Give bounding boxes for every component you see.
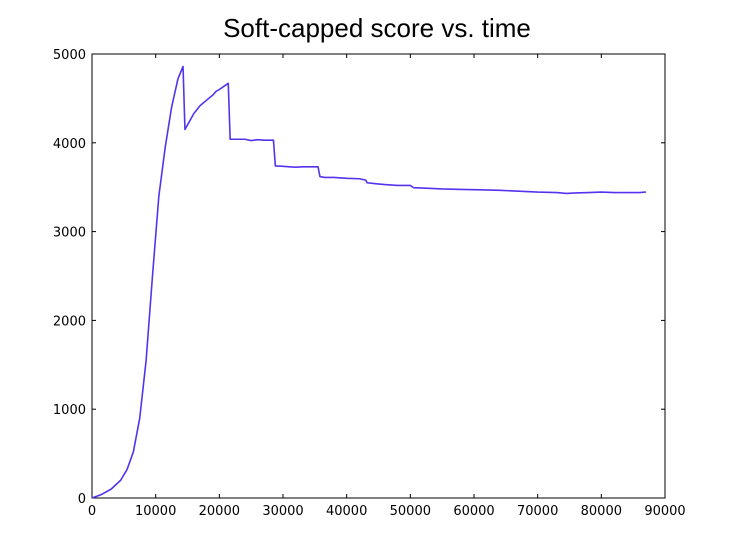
data-point [91,497,93,499]
data-point [308,166,310,168]
y-tick-label: 0 [78,492,86,507]
data-point [295,166,297,168]
x-tick-label: 60000 [453,504,494,519]
data-point [145,360,147,362]
data-point [184,129,186,131]
data-point [537,191,539,193]
data-point [613,192,615,194]
data-point [588,192,590,194]
data-point [206,99,208,101]
data-point [422,187,424,189]
x-tick-label: 20000 [199,504,240,519]
data-point [219,89,221,91]
x-tick-label: 30000 [262,504,303,519]
data-point [215,91,217,93]
x-axis-tick-labels: 0 10000 20000 30000 40000 50000 60000 70000 8000… [88,504,686,519]
y-tick-label: 4000 [53,137,86,152]
data-point [244,138,246,140]
data-point [375,183,377,185]
data-point [126,469,128,471]
data-point [319,176,321,178]
data-point [158,195,160,197]
y-tick-label: 3000 [53,226,86,241]
data-point [193,113,195,115]
data-point [333,177,335,179]
data-point [601,191,603,193]
data-point [518,190,520,192]
y-tick-label: 5000 [53,48,86,63]
data-point [317,166,319,168]
data-point [413,187,415,189]
data-point [250,140,252,142]
data-point [171,106,173,108]
data-point [177,78,179,80]
data-point [275,165,277,167]
x-tick-label: 80000 [581,504,622,519]
y-tick-label: 2000 [53,314,86,329]
data-point [639,192,641,194]
data-point [365,179,367,181]
data-point [324,177,326,179]
data-point [301,166,303,168]
data-point [410,185,412,187]
data-point [480,189,482,191]
data-point [101,494,103,496]
data-point [199,105,201,107]
data-point [120,479,122,481]
data-point [110,488,112,490]
data-point [441,188,443,190]
data-point [499,190,501,192]
data-point [182,66,184,68]
data-point [645,191,647,193]
data-point [257,139,259,141]
data-point [366,182,368,184]
chart-title: Soft-capped score vs. time [223,13,531,43]
data-point [626,192,628,194]
series-line [91,65,646,499]
data-point [164,146,166,148]
data-point [566,193,568,195]
data-point [556,192,558,194]
data-point [346,178,348,180]
data-point [359,178,361,180]
data-point [397,185,399,187]
x-tick-label: 0 [88,504,96,519]
data-point [575,192,577,194]
data-point [212,94,214,96]
y-tick-label: 1000 [53,403,86,418]
x-tick-label: 10000 [135,504,176,519]
data-point [139,417,141,419]
data-point [384,184,386,186]
data-point [289,166,291,168]
data-point [282,166,284,168]
x-tick-label: 70000 [517,504,558,519]
plot-area-frame [91,53,666,499]
tick-marks [91,53,666,499]
data-point [227,83,229,85]
data-point [263,139,265,141]
y-axis-tick-labels: 0 1000 2000 3000 4000 5000 [53,48,86,507]
data-point [229,138,231,140]
x-tick-label: 90000 [644,504,685,519]
data-point [273,139,275,141]
data-point [225,84,227,86]
data-point [152,275,154,277]
x-tick-label: 50000 [390,504,431,519]
x-tick-label: 40000 [326,504,367,519]
data-point [460,189,462,191]
data-point [133,451,135,453]
series-layer [91,65,647,499]
